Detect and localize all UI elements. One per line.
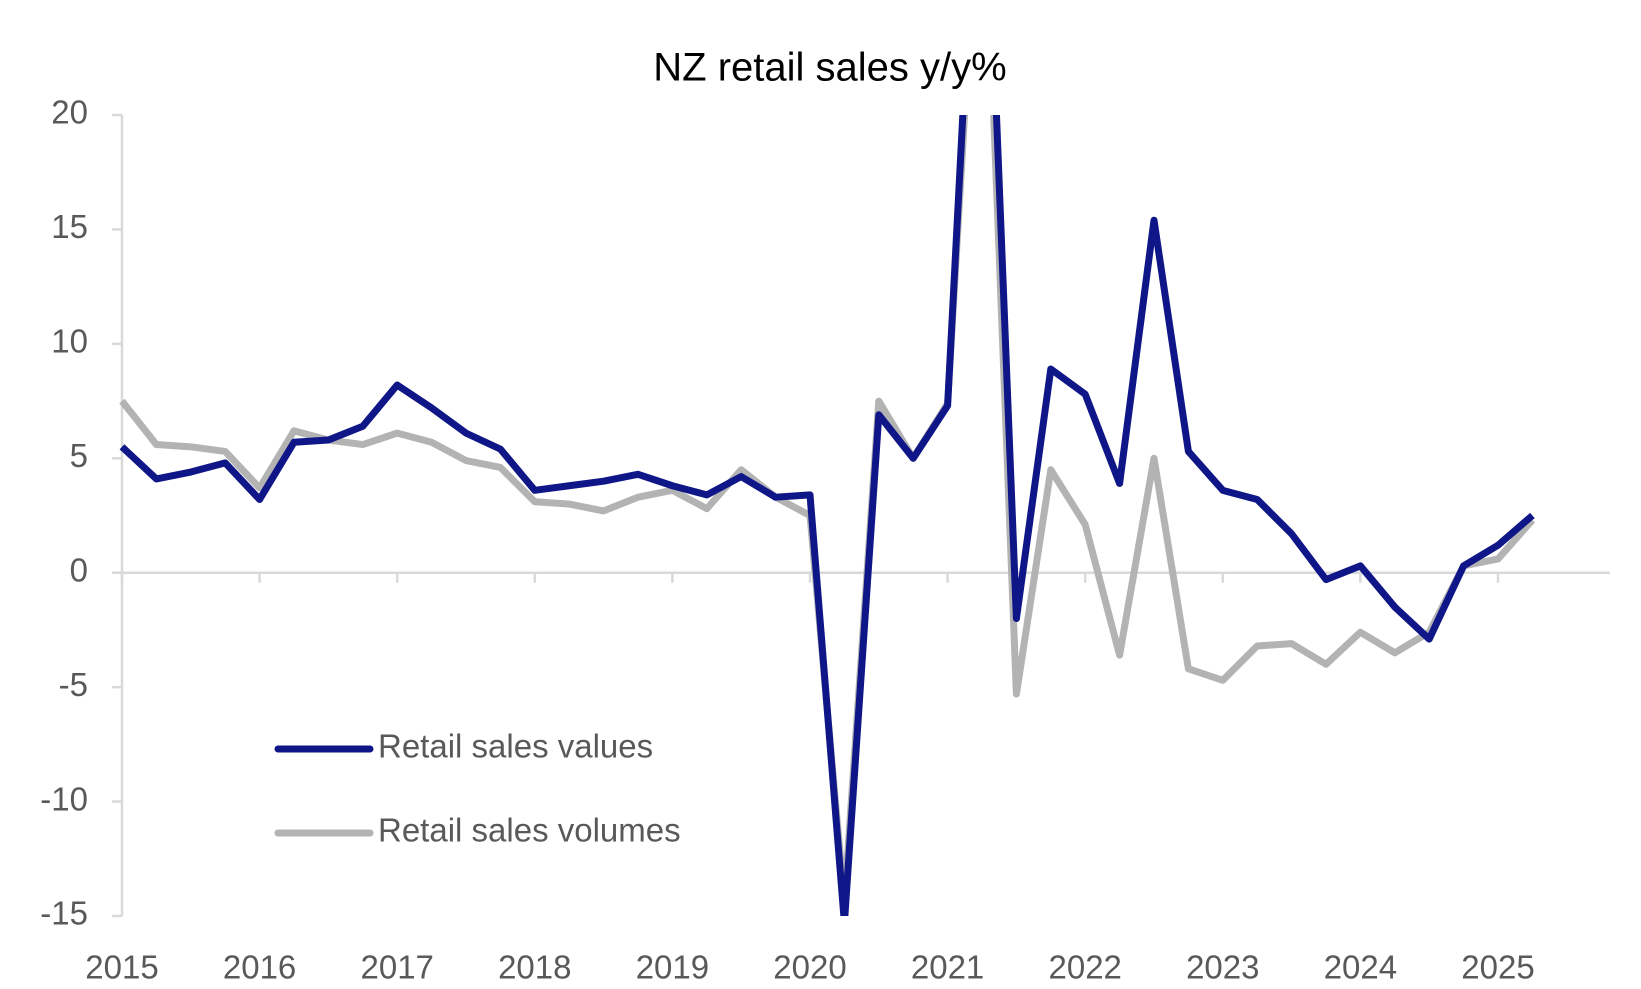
y-tick-label: -5 bbox=[59, 666, 88, 703]
x-tick-label: 2021 bbox=[911, 949, 984, 986]
series-line bbox=[119, 115, 1536, 906]
chart-title: NZ retail sales y/y% bbox=[653, 46, 1006, 90]
y-tick-label: 15 bbox=[51, 208, 88, 245]
x-tick-label: 2015 bbox=[85, 949, 158, 986]
x-tick-label: 2025 bbox=[1461, 949, 1534, 986]
series-line bbox=[119, 115, 1535, 916]
x-tick-label: 2017 bbox=[360, 949, 433, 986]
legend-label: Retail sales values bbox=[378, 728, 653, 765]
x-tick-label: 2016 bbox=[223, 949, 296, 986]
y-tick-label: 0 bbox=[70, 551, 88, 588]
x-tick-label: 2024 bbox=[1324, 949, 1397, 986]
x-tick-label: 2019 bbox=[636, 949, 709, 986]
x-tick-label: 2020 bbox=[773, 949, 846, 986]
y-tick-label: -15 bbox=[40, 895, 88, 932]
x-tick-label: 2023 bbox=[1186, 949, 1259, 986]
plot-area bbox=[119, 115, 1536, 916]
legend-label: Retail sales volumes bbox=[378, 812, 681, 849]
y-tick-label: 10 bbox=[51, 323, 88, 360]
x-tick-label: 2022 bbox=[1048, 949, 1121, 986]
x-tick-label: 2018 bbox=[498, 949, 571, 986]
y-tick-label: -10 bbox=[40, 780, 88, 817]
y-tick-label: 20 bbox=[51, 94, 88, 131]
y-tick-label: 5 bbox=[70, 437, 88, 474]
